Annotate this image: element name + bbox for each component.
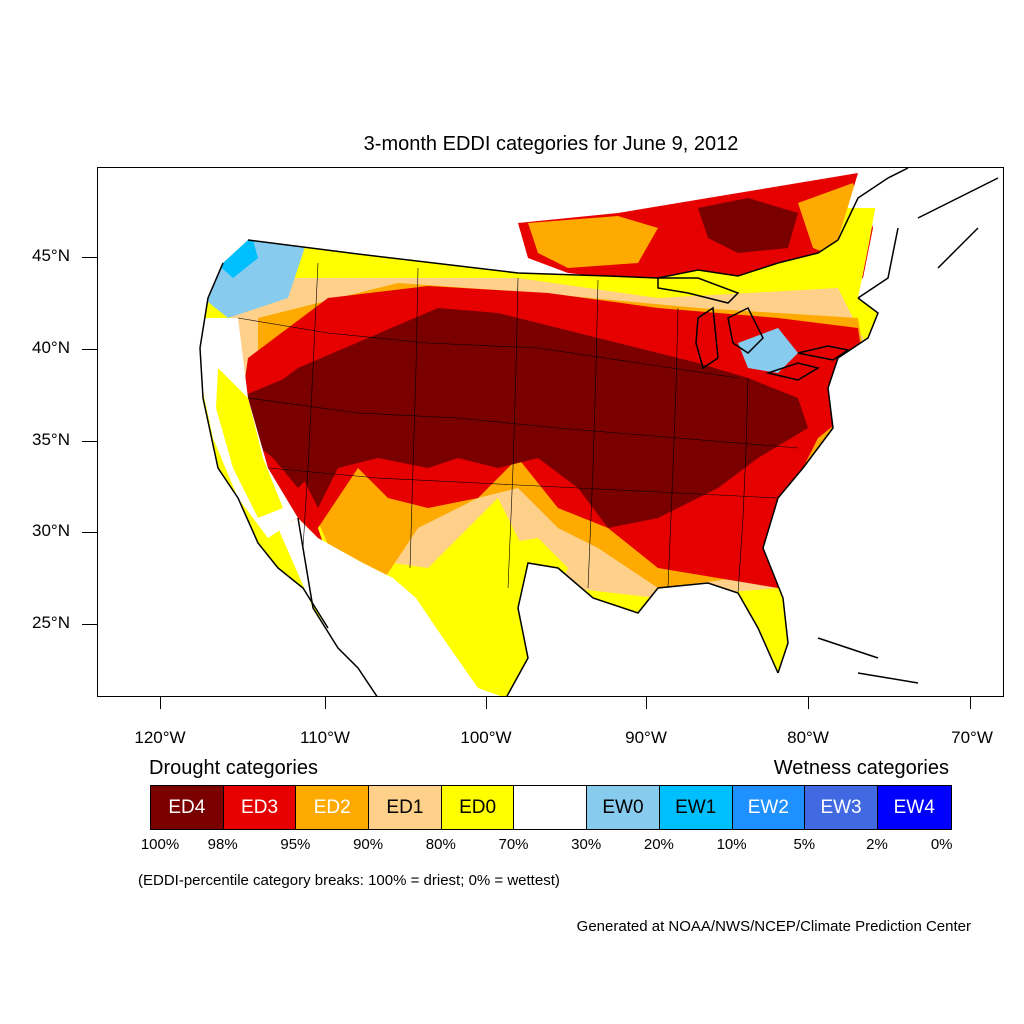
lon-tick-120: 120°W	[134, 728, 186, 747]
legend-box-ew4: EW4	[877, 786, 951, 829]
legend-box-ed2: ED2	[296, 786, 370, 829]
lon-tick-90: 90°W	[625, 728, 667, 747]
legend-box-ed3: ED3	[223, 786, 297, 829]
ed0-california	[216, 368, 283, 518]
legend-break-label: 0%	[930, 836, 953, 853]
legend-box-ed1: ED1	[369, 786, 442, 829]
legend-box-ew0: EW0	[587, 786, 660, 829]
legend-break-label: 30%	[571, 836, 602, 853]
lat-tick-40: 40°N	[32, 338, 70, 357]
legend-box-ew1: EW1	[659, 786, 733, 829]
legend-break-label: 90%	[353, 836, 384, 853]
legend-break-label: 80%	[425, 836, 456, 853]
legend-break-label: 20%	[643, 836, 674, 853]
lon-tick-mark	[970, 697, 971, 709]
credit-line: Generated at NOAA/NWS/NCEP/Climate Predi…	[576, 918, 971, 935]
lat-tick-mark	[82, 441, 97, 442]
wetness-categories-heading: Wetness categories	[773, 757, 949, 779]
ed4-region	[258, 308, 808, 528]
lon-tick-mark	[325, 697, 326, 709]
lon-tick-70: 70°W	[951, 728, 993, 747]
lat-tick-mark	[82, 532, 97, 533]
state-borders	[237, 262, 799, 594]
legend-color-bar: ED4 ED3 ED2 ED1 ED0 EW0 EW1 EW2 EW3 EW4	[150, 785, 952, 830]
lon-tick-mark	[160, 697, 161, 709]
lat-tick-35: 35°N	[32, 430, 70, 449]
wet-michigan	[738, 328, 798, 373]
legend-box-ew2: EW2	[732, 786, 806, 829]
lat-tick-25: 25°N	[32, 613, 70, 632]
legend-break-label: 70%	[498, 836, 529, 853]
lon-tick-mark	[646, 697, 647, 709]
lat-tick-30: 30°N	[32, 521, 70, 540]
lat-tick-mark	[82, 624, 97, 625]
lat-tick-mark	[82, 349, 97, 350]
legend-break-label: 5%	[793, 836, 816, 853]
legend-box-neutral	[514, 786, 588, 829]
legend-box-ed4: ED4	[151, 786, 224, 829]
lon-tick-mark	[808, 697, 809, 709]
breaks-note: (EDDI-percentile category breaks: 100% =…	[138, 872, 560, 889]
eddi-map	[199, 168, 999, 696]
lon-tick-mark	[486, 697, 487, 709]
legend-break-label: 98%	[207, 836, 238, 853]
canada-shading-orange	[528, 216, 658, 268]
lon-tick-80: 80°W	[787, 728, 829, 747]
map-frame	[97, 167, 1004, 697]
legend-break-label: 95%	[280, 836, 311, 853]
legend-break-label: 100%	[140, 836, 180, 853]
lat-tick-45: 45°N	[32, 246, 70, 265]
map-title: 3-month EDDI categories for June 9, 2012	[363, 133, 739, 155]
legend-break-label: 10%	[716, 836, 747, 853]
canada-shading-ed4	[698, 198, 798, 253]
coastlines	[199, 168, 999, 696]
lat-tick-mark	[82, 257, 97, 258]
lon-tick-100: 100°W	[460, 728, 512, 747]
legend-box-ed0: ED0	[441, 786, 515, 829]
legend-box-ew3: EW3	[805, 786, 878, 829]
drought-categories-heading: Drought categories	[149, 757, 318, 779]
legend-break-label: 2%	[866, 836, 888, 853]
ed4-region-west	[238, 373, 328, 488]
lon-tick-110: 110°W	[300, 728, 350, 747]
